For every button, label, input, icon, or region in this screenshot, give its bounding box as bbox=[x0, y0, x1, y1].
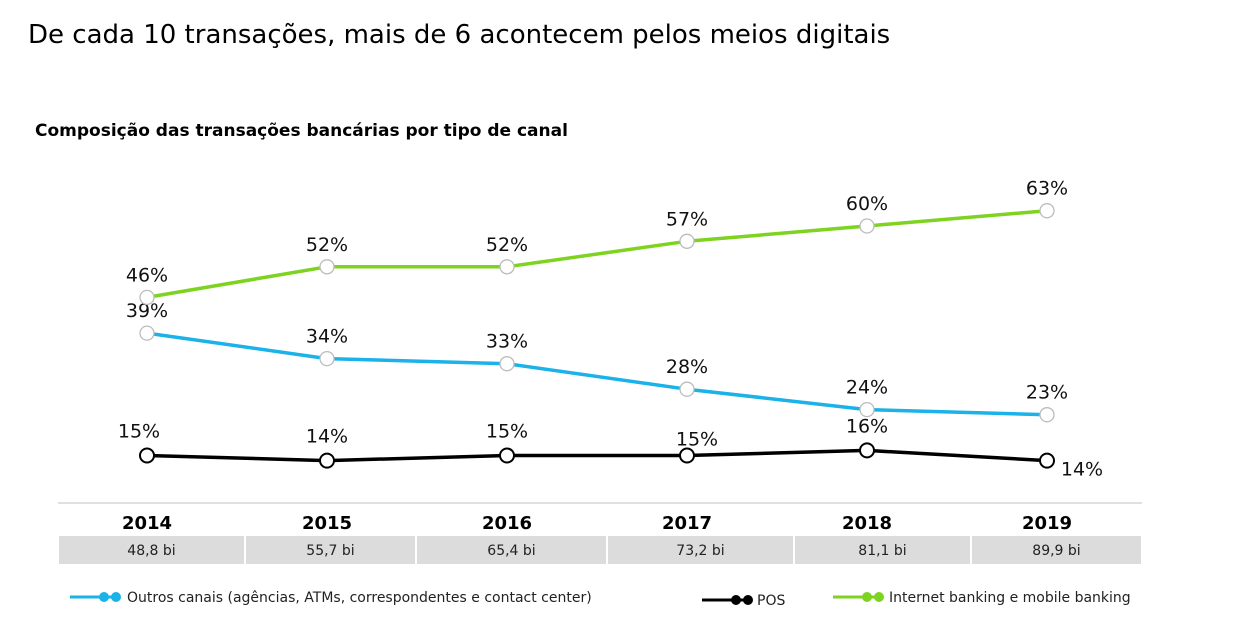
series-internet-mobile-line bbox=[146, 208, 1048, 300]
series-internet-mobile-point bbox=[859, 218, 875, 234]
series-internet-mobile-point bbox=[319, 259, 335, 275]
series-internet-mobile-point bbox=[1039, 203, 1055, 219]
x-tick-label: 2015 bbox=[302, 513, 352, 534]
series-outros-canais-data-label: 39% bbox=[126, 300, 168, 322]
series-outros-canais-data-label: 33% bbox=[486, 331, 528, 353]
series-internet-mobile-point bbox=[139, 289, 155, 306]
series-outros-canais-data-label: 28% bbox=[666, 356, 708, 378]
legend-pos-swatch-dot bbox=[743, 595, 753, 605]
totals-cell bbox=[59, 536, 244, 564]
totals-cell bbox=[972, 536, 1141, 564]
x-tick-label: 2019 bbox=[1022, 513, 1072, 534]
legend-pos-label: POS bbox=[757, 593, 785, 609]
series-outros-canais-point bbox=[1039, 407, 1055, 423]
series-outros-canais-point bbox=[319, 350, 335, 367]
totals-cell bbox=[246, 536, 415, 564]
series-outros-canais-point bbox=[679, 381, 695, 397]
x-tick-label: 2014 bbox=[122, 513, 172, 534]
totals-label: 73,2 bi bbox=[676, 543, 724, 559]
totals-label: 55,7 bi bbox=[306, 543, 354, 559]
series-internet-mobile-point bbox=[499, 259, 515, 275]
x-tick-label: 2016 bbox=[482, 513, 532, 534]
totals-cell bbox=[608, 536, 793, 564]
series-pos-line bbox=[146, 448, 1048, 463]
series-pos-point bbox=[679, 447, 695, 464]
series-outros-canais-data-label: 23% bbox=[1026, 382, 1068, 404]
totals-label: 89,9 bi bbox=[1032, 543, 1080, 559]
legend-internet-mobile-swatch-dot bbox=[862, 592, 872, 602]
legend-outros-canais-swatch-dot bbox=[111, 592, 121, 602]
series-pos-data-label: 16% bbox=[846, 415, 888, 437]
series-pos-point bbox=[499, 447, 515, 464]
series-internet-mobile-data-label: 60% bbox=[846, 193, 888, 215]
series-internet-mobile-data-label: 52% bbox=[306, 234, 348, 256]
series-outros-canais-line bbox=[146, 331, 1048, 417]
series-pos-data-label: 14% bbox=[306, 426, 348, 448]
headline: De cada 10 transações, mais de 6 acontec… bbox=[28, 20, 891, 50]
series-internet-mobile-data-label: 52% bbox=[486, 234, 528, 256]
legend-outros-canais-swatch-dot bbox=[99, 592, 109, 602]
totals-cell bbox=[795, 536, 970, 564]
series-pos-data-label: 14% bbox=[1061, 459, 1103, 481]
x-tick-label: 2017 bbox=[662, 513, 712, 534]
chart-title: Composição das transações bancárias por … bbox=[35, 121, 568, 141]
series-pos-data-label: 15% bbox=[118, 421, 160, 443]
totals-cell bbox=[417, 536, 606, 564]
series-outros-canais-point bbox=[859, 401, 875, 418]
totals-label: 81,1 bi bbox=[858, 543, 906, 559]
legend-internet-mobile-label: Internet banking e mobile banking bbox=[889, 590, 1131, 606]
series-pos-point bbox=[139, 447, 155, 464]
x-tick-label: 2018 bbox=[842, 513, 892, 534]
series-internet-mobile-data-label: 57% bbox=[666, 208, 708, 230]
totals-label: 48,8 bi bbox=[127, 543, 175, 559]
series-internet-mobile-data-label: 46% bbox=[126, 264, 168, 286]
totals-label: 65,4 bi bbox=[487, 543, 535, 559]
series-outros-canais-point bbox=[499, 356, 515, 372]
series-pos-data-label: 15% bbox=[486, 421, 528, 443]
legend-pos-swatch-dot bbox=[731, 595, 741, 605]
series-pos-point bbox=[319, 452, 335, 469]
series-outros-canais-data-label: 34% bbox=[306, 326, 348, 348]
series-internet-mobile-data-label: 63% bbox=[1026, 178, 1068, 200]
series-outros-canais-point bbox=[139, 325, 155, 341]
series-outros-canais-data-label: 24% bbox=[846, 377, 888, 399]
legend-outros-canais-label: Outros canais (agências, ATMs, correspon… bbox=[127, 590, 592, 606]
series-pos-point bbox=[1039, 452, 1055, 469]
series-internet-mobile-point bbox=[679, 233, 695, 249]
series-pos-data-label: 15% bbox=[676, 429, 718, 451]
series-pos-point bbox=[859, 442, 875, 459]
legend-internet-mobile-swatch-dot bbox=[874, 592, 884, 602]
